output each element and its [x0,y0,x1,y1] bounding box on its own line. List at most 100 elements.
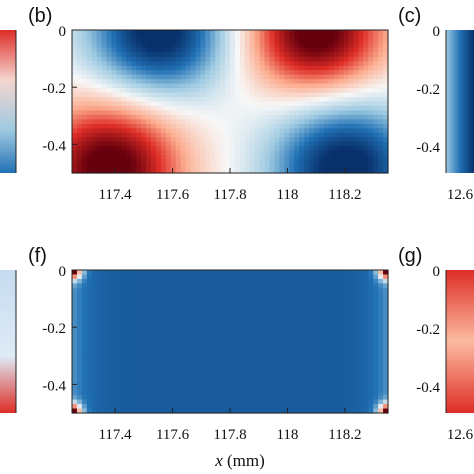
heatmap-cell [353,345,359,352]
heatmap-cell [333,332,340,338]
heatmap-cell [264,105,271,112]
heatmap-cell [210,146,216,152]
heatmap-cell [131,341,137,347]
heatmap-cell [358,283,364,289]
heatmap-cell [91,301,98,307]
heatmap-cell [160,79,167,85]
heatmap-cell [368,283,374,289]
heatmap-cell [200,65,206,71]
heatmap-cell [239,314,246,320]
heatmap-cell [111,314,118,320]
heatmap-cell [151,278,157,285]
heatmap-cell [259,305,266,311]
heatmap-cell [289,377,295,383]
heatmap-cell [126,52,132,58]
heatmap-cell [76,159,83,165]
heatmap-cell [151,92,157,98]
heatmap-cell [239,328,246,334]
heatmap-cell [121,296,127,302]
heatmap-cell [111,47,118,53]
heatmap-cell [96,296,103,302]
heatmap-cell [195,341,201,347]
heatmap-cell [76,88,83,94]
heatmap-cell [215,128,221,134]
heatmap-cell [96,70,103,76]
heatmap-cell [210,34,216,40]
heatmap-cell [294,341,300,347]
heatmap-cell [146,56,152,62]
heatmap-cell [101,123,108,129]
heatmap-cell [333,128,340,134]
heatmap-cell [318,377,325,383]
heatmap-cell [215,377,221,383]
heatmap-cell [328,92,335,98]
heatmap-cell [72,368,78,374]
heatmap-cell [328,150,335,156]
heatmap-cell [111,319,118,325]
heatmap-cell [205,146,211,152]
heatmap-cell [358,386,364,392]
heatmap-cell [180,137,187,143]
heatmap-cell [76,395,83,401]
heatmap-cell [121,287,127,293]
heatmap-cell [126,110,132,116]
heatmap-cell [72,56,78,62]
heatmap-cell [225,150,231,156]
heatmap-cell [72,274,78,280]
heatmap-cell [358,132,364,138]
heatmap-cell [309,83,315,89]
heatmap-cell [220,168,226,174]
heatmap-cell [249,354,256,360]
heatmap-cell [101,65,108,71]
heatmap-cell [116,114,122,120]
heatmap-cell [175,92,182,98]
heatmap-cell [155,341,162,347]
heatmap-cell [190,274,197,280]
heatmap-cell [279,332,285,338]
heatmap-cell [279,354,285,360]
heatmap-cell [378,323,384,329]
heatmap-cell [141,137,147,143]
heatmap-cell [86,270,93,276]
heatmap-cell [200,123,206,129]
heatmap-cell [368,137,374,143]
heatmap-cell [323,74,330,80]
heatmap-cell [151,372,157,378]
heatmap-cell [81,47,88,53]
heatmap-cell [363,92,369,98]
heatmap-cell [116,337,122,343]
heatmap-cell [170,88,177,94]
heatmap-cell [383,377,389,383]
heatmap-cell [225,119,231,125]
heatmap-cell [141,328,147,334]
heatmap-cell [289,168,295,174]
heatmap-cell [239,65,246,71]
heatmap-cell [96,155,103,161]
heatmap-cell [215,341,221,347]
heatmap-cell [323,390,330,396]
heatmap-cell [170,341,177,347]
heatmap-cell [239,101,246,107]
heatmap-cell [106,79,113,85]
heatmap-cell [313,314,320,320]
heatmap-cell [309,110,315,116]
heatmap-cell [259,74,266,80]
heatmap-cell [274,79,280,85]
heatmap-cell [269,399,276,405]
heatmap-cell [294,65,300,71]
heatmap-cell [195,381,201,387]
heatmap-cell [141,296,147,302]
heatmap-cell [126,65,132,71]
heatmap-cell [269,101,276,107]
heatmap-cell [264,141,271,147]
heatmap-cell [269,30,276,36]
heatmap-cell [259,350,266,356]
heatmap-cell [368,274,374,280]
heatmap-cell [230,323,236,329]
heatmap-cell [155,123,162,129]
heatmap-cell [338,381,345,387]
heatmap-cell [323,386,330,392]
heatmap-cell [239,34,246,40]
heatmap-cell [249,74,256,80]
heatmap-cell [96,390,103,396]
